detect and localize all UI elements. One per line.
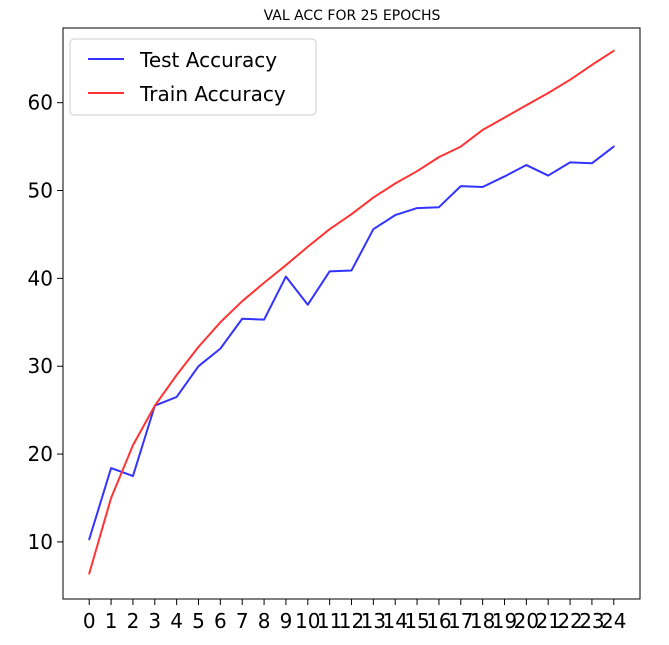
x-tick-label: 18 xyxy=(470,609,495,633)
y-tick-label: 50 xyxy=(28,179,53,203)
series-line-train-accuracy xyxy=(88,49,615,575)
x-tick-label: 10 xyxy=(295,609,320,633)
y-tick-label: 60 xyxy=(28,91,53,115)
x-tick-label: 8 xyxy=(258,609,271,633)
x-tick-label: 22 xyxy=(557,609,582,633)
x-tick-label: 0 xyxy=(83,609,96,633)
x-tick-label: 21 xyxy=(535,609,560,633)
chart-title: VAL ACC FOR 25 EPOCHS xyxy=(264,8,441,24)
legend-box xyxy=(69,38,317,116)
y-tick-label: 20 xyxy=(28,442,53,466)
x-tick-label: 13 xyxy=(361,609,386,633)
y-axis: 10 20 30 40 50 60 xyxy=(28,91,63,554)
x-tick-label: 17 xyxy=(448,609,473,633)
legend-label-train: Train Accuracy xyxy=(139,82,286,106)
x-tick-label: 3 xyxy=(148,609,161,633)
series-layer xyxy=(88,49,615,575)
x-tick-label: 14 xyxy=(382,609,407,633)
y-tick-label: 10 xyxy=(28,530,53,554)
x-tick-label: 2 xyxy=(127,609,140,633)
x-tick-label: 15 xyxy=(404,609,429,633)
x-tick-label: 6 xyxy=(214,609,227,633)
x-tick-label: 7 xyxy=(236,609,249,633)
x-tick-label: 12 xyxy=(339,609,364,633)
y-tick-label: 30 xyxy=(28,354,53,378)
series-line-test-accuracy xyxy=(88,145,615,541)
x-tick-label: 24 xyxy=(601,609,626,633)
legend-label-test: Test Accuracy xyxy=(139,48,277,72)
x-tick-label: 4 xyxy=(170,609,183,633)
legend: Test Accuracy Train Accuracy xyxy=(69,38,317,116)
x-tick-label: 11 xyxy=(317,609,342,633)
x-tick-label: 19 xyxy=(492,609,517,633)
x-tick-label: 23 xyxy=(579,609,604,633)
x-tick-label: 9 xyxy=(280,609,293,633)
x-tick-label: 1 xyxy=(105,609,118,633)
x-tick-label: 16 xyxy=(426,609,451,633)
x-tick-label: 5 xyxy=(192,609,205,633)
x-tick-label: 20 xyxy=(514,609,539,633)
y-tick-label: 40 xyxy=(28,266,53,290)
